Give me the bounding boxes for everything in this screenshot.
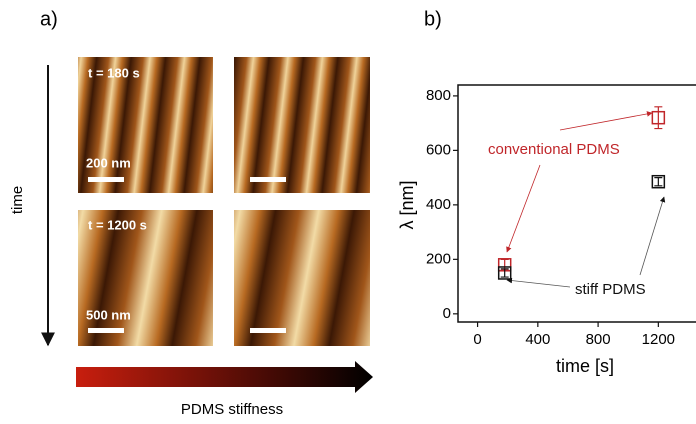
- scale-bar: [250, 328, 286, 333]
- error-bar: [500, 268, 509, 278]
- scale-label: 500 nm: [86, 307, 131, 322]
- afm-image: [78, 210, 213, 346]
- image-label: t = 1200 s: [88, 217, 147, 232]
- marker: [497, 266, 512, 280]
- afm-image: [234, 210, 370, 346]
- afm-image: [234, 57, 370, 193]
- x-tick-label: 1200: [642, 331, 675, 348]
- scale-label: 200 nm: [86, 155, 131, 170]
- stiffness-arrow: [76, 361, 373, 393]
- y-axis-label: λ [nm]: [397, 180, 417, 229]
- panel-a: a) time t = 180 s t = 1200 s 200 nm 500 …: [9, 8, 373, 418]
- scale-bar: [88, 177, 124, 182]
- y-tick-label: 0: [443, 305, 451, 322]
- annotation-arrow: [506, 277, 571, 288]
- afm-image: [78, 57, 213, 193]
- y-tick-label: 200: [426, 250, 451, 267]
- annotation-arrow: [559, 111, 653, 131]
- x-tick-label: 800: [586, 331, 611, 348]
- time-label: time: [9, 186, 26, 214]
- x-tick-label: 0: [473, 331, 481, 348]
- marker: [651, 174, 666, 189]
- panel-label: a): [40, 8, 58, 30]
- image-label: t = 180 s: [88, 65, 140, 80]
- error-bar: [654, 106, 663, 130]
- y-tick-label: 400: [426, 196, 451, 213]
- panel-label: b): [424, 8, 442, 30]
- stiffness-label: PDMS stiffness: [181, 401, 283, 418]
- annotation-arrow: [506, 164, 541, 253]
- x-tick-label: 400: [525, 331, 550, 348]
- scale-bar: [88, 328, 124, 333]
- panel-b: b) λ [nm] time [s] conventional PDMS sti…: [397, 8, 696, 376]
- plot-frame: [457, 84, 696, 323]
- x-axis-label: time [s]: [556, 356, 614, 376]
- annotation: conventional PDMS: [488, 141, 620, 158]
- scale-bar: [250, 177, 286, 182]
- annotation: stiff PDMS: [575, 281, 646, 298]
- y-tick-label: 800: [426, 87, 451, 104]
- annotation-arrow: [639, 196, 666, 276]
- error-bar: [654, 177, 663, 187]
- marker: [651, 110, 666, 125]
- y-tick-label: 600: [426, 141, 451, 158]
